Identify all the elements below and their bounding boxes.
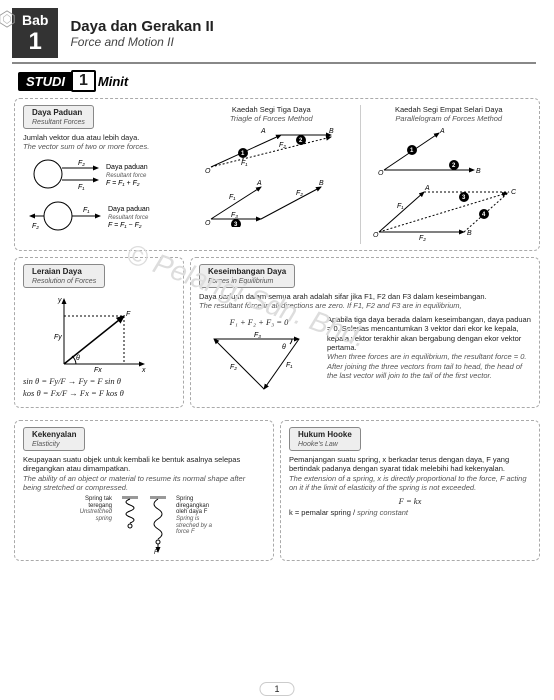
box-hooke: Hukum HookeHooke's Law Pemanjangan suatu… [280,420,540,562]
diagram-parallelogram-2: AF₁ BF₂ C 3 4 O [369,182,529,242]
eq-sum-zero: F₁ + F₂ + F₃ = 0 [199,317,319,327]
pill-equilibrium: Keseimbangan DayaForces in Equilibrium [199,264,295,288]
svg-text:F₂: F₂ [296,190,303,197]
studi-num: 1 [71,70,96,92]
svg-text:Fx: Fx [94,367,102,374]
spring-unstretched-icon [120,496,140,544]
svg-text:F₂: F₂ [78,160,85,167]
svg-text:O: O [205,168,211,175]
svg-text:y: y [57,297,62,304]
box-equilibrium: Keseimbangan DayaForces in Equilibrium D… [190,257,540,408]
studi-minit: Minit [98,74,128,89]
equilibrium-p1: Daya paduan dalam semua arah adalah sifa… [199,292,531,311]
pill-resultant: Daya PaduanResultant Forces [23,105,94,129]
diagram-two-forces-same: F₂ F₁ Daya paduan Resultant force F = F₁… [28,154,178,194]
equilibrium-p2: Apabila tiga daya berada dalam keseimban… [327,315,531,401]
svg-text:C: C [511,189,517,196]
svg-text:Resultant force: Resultant force [108,215,149,221]
diagram-resolution: y x F Fy Fx θ [44,294,154,374]
triangle-method-title: Kaedah Segi Tiga DayaTriagle of Forces M… [189,105,354,123]
svg-text:A: A [424,185,430,192]
page-header: Bab 1 Daya dan Gerakan II Force and Moti… [12,0,536,64]
svg-text:F₁: F₁ [83,207,90,214]
diagram-triangle-2: F₃ AF₂B F₁ 3 O [201,177,341,227]
box-resultant-forces: Daya PaduanResultant Forces Jumlah vekto… [14,98,540,251]
diagram-parallelogram-1: A B 1 2 O [374,125,524,180]
page-number: 1 [259,682,294,696]
diagram-triangle-1: AF₂ B 1 2 OF₁ [201,125,341,175]
title-ms: Daya dan Gerakan II [70,18,213,35]
svg-text:F₃: F₃ [254,332,261,339]
svg-text:A: A [439,128,445,135]
svg-text:F₁: F₁ [229,194,236,201]
svg-text:F₁: F₁ [286,362,293,369]
resultant-desc: Jumlah vektor dua atau lebih daya.The ve… [23,133,183,152]
chapter-titles: Daya dan Gerakan II Force and Motion II [70,18,213,49]
diagram-two-forces-opp: F₂ F₁ Daya paduan Resultant force F = F₁… [28,196,178,236]
svg-text:Resultant force: Resultant force [106,173,147,179]
svg-text:x: x [141,367,146,374]
box-resolution: Leraian DayaResolution of Forces y x F F… [14,257,184,408]
title-en: Force and Motion II [70,35,213,49]
svg-text:B: B [476,168,481,175]
eq-hooke: F = kx [289,496,531,506]
svg-text:F₁: F₁ [241,160,248,167]
chapter-number: 1 [22,28,48,56]
svg-text:θ: θ [76,355,80,362]
svg-text:F = F₁ + F₂: F = F₁ + F₂ [106,180,140,187]
box-elasticity: KekenyalanElasticity Keupayaan suatu obj… [14,420,274,562]
spring-label-stretched: Spring diregangkan oleh daya FSpring is … [176,496,222,536]
svg-text:O: O [205,220,211,227]
spring-stretched-icon: F [148,496,168,554]
svg-text:O: O [373,232,379,239]
svg-text:F₂: F₂ [32,223,39,230]
diagram-equilibrium-triangle: F₃ F₁ F₂ θ [204,329,314,399]
svg-text:Daya paduan: Daya paduan [106,164,148,171]
svg-text:Fy: Fy [54,334,62,341]
hooke-desc: Pemanjangan suatu spring, x berkadar ter… [289,455,531,493]
eq-cos: kos θ = Fx/F → Fx = F kos θ [23,388,175,398]
studi-label: STUDI [18,72,73,91]
pill-hooke: Hukum HookeHooke's Law [289,427,361,451]
svg-text:A: A [260,128,266,135]
svg-text:θ: θ [282,344,286,351]
svg-text:F₁: F₁ [397,203,404,210]
eq-sin: sin θ = Fy/F → Fy = F sin θ [23,376,175,386]
studi-bar: STUDI 1 Minit [18,70,536,92]
svg-text:B: B [329,128,334,135]
hooke-k: k = pemalar spring / spring constant [289,508,531,517]
spring-diagram: Spring tak teregangUnstretched spring F … [23,496,265,554]
elasticity-desc: Keupayaan suatu objek untuk kembali ke b… [23,455,265,493]
svg-text:F: F [154,550,158,554]
svg-text:F₂: F₂ [230,364,237,371]
svg-text:F₂: F₂ [419,235,426,242]
svg-text:F₃: F₃ [231,212,238,219]
svg-text:F: F [126,311,131,318]
pill-elasticity: KekenyalanElasticity [23,427,85,451]
svg-text:F₁: F₁ [78,184,85,191]
svg-text:A: A [256,180,262,187]
svg-text:B: B [319,180,324,187]
chapter-badge: Bab 1 [12,8,58,58]
pill-resolution: Leraian DayaResolution of Forces [23,264,105,288]
svg-text:Daya paduan: Daya paduan [108,206,150,213]
parallelogram-method-title: Kaedah Segi Empat Selari DayaParallelogr… [367,105,532,123]
svg-text:O: O [378,170,384,177]
chapter-label: Bab [22,12,48,28]
svg-text:F = F₁ − F₂: F = F₁ − F₂ [108,222,142,229]
svg-text:B: B [467,230,472,237]
spring-label-unstretched: Spring tak teregangUnstretched spring [66,496,112,522]
